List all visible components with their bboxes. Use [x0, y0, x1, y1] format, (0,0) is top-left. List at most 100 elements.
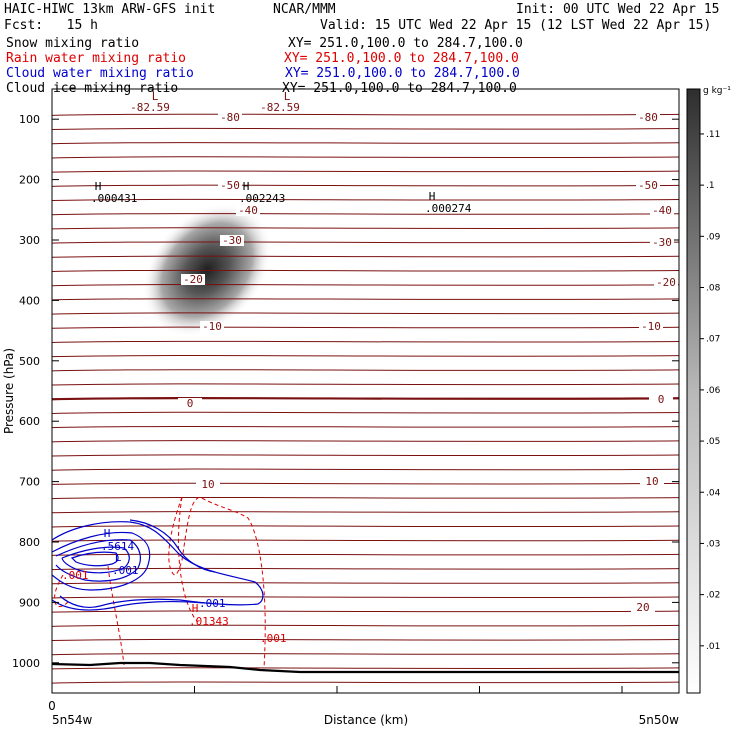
temperature-contour	[52, 539, 679, 542]
contour-label-bg	[636, 180, 660, 191]
temperature-label: -50	[638, 179, 658, 192]
temperature-contour	[52, 610, 679, 613]
cloud-water-contour	[52, 599, 206, 611]
contour-label-bg	[218, 180, 242, 191]
temperature-label: -20	[183, 273, 203, 286]
contour-label-bg	[268, 102, 292, 113]
temperature-label: 10	[201, 478, 214, 491]
rain-contour	[54, 574, 71, 607]
temperature-contour	[52, 312, 679, 315]
cloud-water-contour	[70, 551, 119, 567]
temperature-contour	[52, 567, 679, 571]
temperature-label: -82.59	[130, 101, 170, 114]
field-xy-rain: XY= 251.0,100.0 to 284.7,100.0	[284, 51, 519, 66]
plot-frame	[51, 88, 680, 694]
colorbar	[686, 88, 701, 694]
colorbar-tick-label: .06	[706, 386, 721, 396]
extremum-mark: H	[429, 190, 436, 203]
extremum-value: .01343	[189, 615, 229, 628]
contour-label-bg	[654, 277, 678, 288]
extremum-mark: L	[115, 551, 122, 564]
temperature-label: -40	[238, 204, 258, 217]
temperature-contour	[52, 511, 679, 514]
contour-label-bg	[196, 479, 220, 490]
header-init: Init: 00 UTC Wed 22 Apr 15	[516, 2, 720, 17]
contour-label-bg	[220, 235, 244, 246]
temperature-contour	[52, 355, 679, 358]
rain-contour	[177, 496, 199, 623]
temperature-contour	[52, 411, 679, 414]
y-tick-label: 200	[19, 174, 40, 187]
temperature-contour	[52, 369, 679, 372]
contour-label-bg	[200, 321, 224, 332]
x-right-label: 5n50w	[639, 713, 680, 727]
extremum-value: .000431	[91, 192, 137, 205]
temperature-contour	[52, 298, 679, 301]
temperature-label: -40	[652, 204, 672, 217]
colorbar-units: g kg⁻¹	[703, 86, 731, 96]
temperature-contour	[52, 681, 679, 684]
temperature-contour	[52, 454, 679, 457]
contour-label-bg	[181, 274, 205, 285]
temperature-label: -50	[220, 179, 240, 192]
temperature-contour	[52, 525, 679, 528]
y-tick-label: 500	[19, 355, 40, 368]
colorbar-tick-label: .02	[706, 591, 720, 601]
temperature-label: -30	[222, 234, 242, 247]
temperature-contour	[52, 582, 679, 585]
temperature-contour	[52, 156, 679, 159]
temperature-contour	[52, 496, 679, 500]
temperature-contour	[52, 553, 679, 556]
temperature-label: -10	[202, 320, 222, 333]
y-tick-label: 1000	[12, 657, 40, 670]
header-org: NCAR/MMM	[273, 2, 336, 17]
temperature-label: 20	[636, 601, 649, 614]
cloud-water-contour	[61, 546, 130, 574]
colorbar-tick-label: .11	[706, 130, 720, 140]
temperature-contour	[52, 653, 679, 656]
colorbar-tick-label: .1	[706, 181, 715, 191]
temperature-label: -80	[220, 111, 240, 124]
colorbar-tick-label: .04	[706, 488, 721, 498]
temperature-contour	[52, 241, 679, 244]
temperature-contour	[52, 383, 679, 386]
y-tick-label: 700	[19, 476, 40, 489]
temperature-label: -30	[652, 236, 672, 249]
y-tick-label: 900	[19, 596, 40, 609]
field-xy-cloudwater: XY= 251.0,100.0 to 284.7,100.0	[285, 66, 520, 81]
temperature-contour	[52, 596, 679, 599]
temperature-contour	[52, 255, 679, 258]
temperature-contour	[52, 269, 679, 273]
temperature-contour	[52, 667, 679, 670]
contour-label-bg	[138, 102, 162, 113]
temperature-contour	[52, 184, 679, 187]
temperature-contour	[52, 284, 679, 287]
colorbar-tick-label: .05	[706, 437, 720, 447]
terrain-line	[52, 661, 679, 674]
rain-label: .001	[260, 632, 287, 645]
rain-label: .001	[62, 569, 89, 582]
temperature-label: 0	[658, 393, 665, 406]
temperature-contour	[52, 142, 679, 145]
colorbar-tick-label: .03	[706, 539, 720, 549]
temperature-contour	[52, 127, 679, 131]
temperature-contour	[52, 113, 679, 116]
y-tick-label: 100	[19, 113, 40, 126]
temperature-contour	[52, 468, 679, 471]
temperature-contour	[52, 340, 679, 343]
extremum-mark: H	[95, 180, 102, 193]
y-tick-label: 400	[19, 294, 40, 307]
temperature-contour	[52, 326, 679, 329]
temperature-label: 10	[645, 475, 658, 488]
colorbar-tick-label: .01	[706, 642, 720, 652]
temperature-label: -80	[638, 111, 658, 124]
extremum-mark: H	[104, 527, 111, 540]
extremum-mark: H	[192, 602, 199, 615]
temperature-label: -10	[641, 320, 661, 333]
contour-label-bg	[649, 394, 673, 405]
temperature-contour	[52, 396, 679, 401]
contour-label-bg	[178, 398, 202, 409]
colorbar-tick-label: .07	[706, 335, 720, 345]
temperature-contour	[52, 638, 679, 642]
contour-label-bg	[650, 237, 674, 248]
